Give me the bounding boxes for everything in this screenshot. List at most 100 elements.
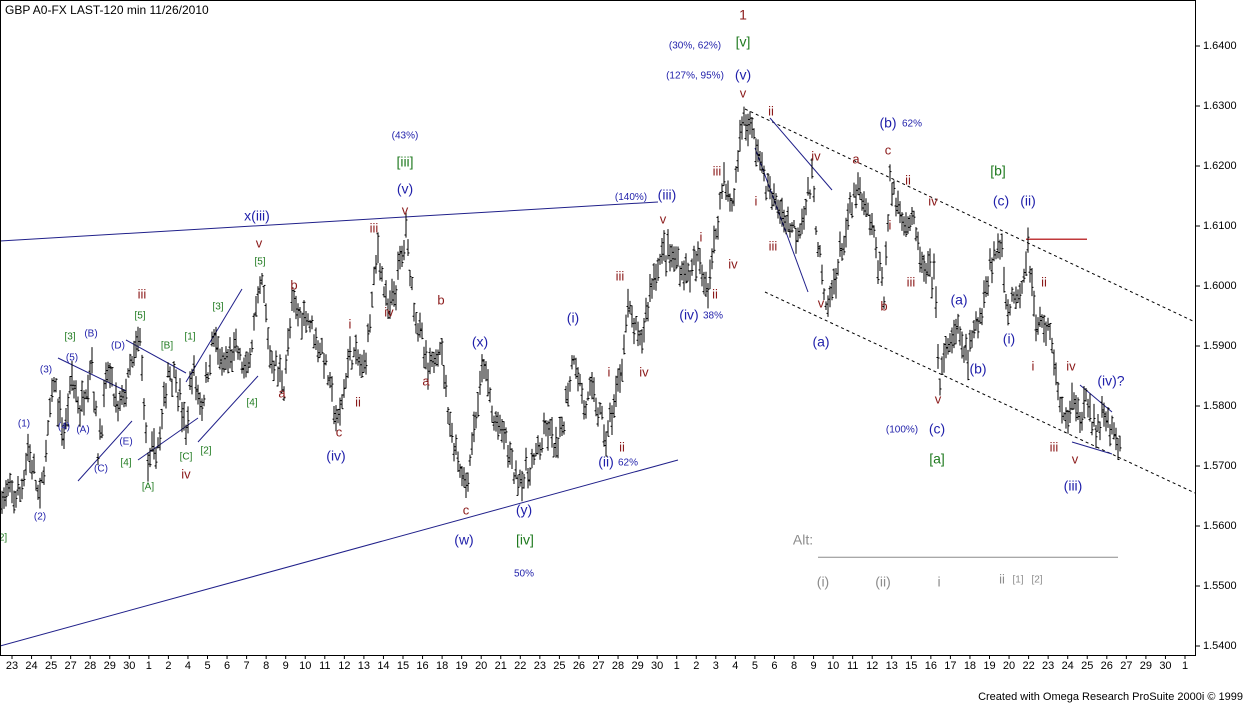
wave-label: (127%, 95%) (666, 71, 724, 82)
price-bar (648, 273, 652, 303)
price-bar (160, 408, 164, 430)
x-tick-label: 7 (244, 660, 250, 672)
price-bar (704, 271, 708, 297)
price-bar (362, 349, 366, 374)
price-bar (676, 246, 680, 267)
price-bar (360, 354, 364, 378)
price-bar (678, 265, 682, 287)
price-bar (734, 165, 738, 183)
price-bar (122, 389, 126, 408)
price-bar (12, 490, 16, 514)
price-bar (10, 479, 14, 504)
price-bar (472, 411, 476, 443)
price-bar (392, 281, 396, 307)
price-bar (830, 279, 834, 301)
price-bar (1030, 267, 1034, 297)
price-bar (948, 333, 952, 353)
price-bar (726, 180, 730, 202)
price-bar (878, 251, 882, 271)
price-bar (204, 362, 208, 383)
price-bar (96, 453, 100, 466)
price-bar (812, 185, 816, 203)
price-bar (454, 434, 458, 456)
price-bar (968, 329, 972, 352)
price-bar (780, 197, 784, 227)
wave-label: v (818, 295, 825, 310)
price-bar (2, 487, 6, 509)
x-tick-label: 14 (377, 660, 389, 672)
price-bar (430, 351, 434, 368)
price-bar (270, 350, 274, 374)
price-bar (706, 283, 710, 309)
price-bar (14, 490, 18, 508)
price-bar (350, 359, 354, 370)
price-bar (674, 246, 678, 270)
price-bar (444, 374, 448, 398)
price-bar (182, 401, 186, 431)
wave-label: [1] (184, 332, 195, 343)
wave-label: (ii) (1020, 193, 1036, 209)
price-bar (916, 231, 920, 251)
price-bar (52, 377, 56, 393)
wave-label: [v] (736, 34, 751, 50)
price-bar (332, 406, 336, 425)
price-bar (188, 371, 192, 390)
price-bar (290, 287, 294, 312)
price-bar (550, 416, 554, 448)
wave-label: (30%, 62%) (669, 41, 721, 52)
price-bar (872, 225, 876, 238)
price-bar (406, 239, 410, 257)
price-bar (298, 306, 302, 319)
wave-label: 1 (739, 7, 747, 23)
price-bar (442, 364, 446, 389)
price-bar (654, 263, 658, 291)
x-tick-label: 13 (358, 660, 370, 672)
wave-label: 50% (514, 569, 534, 580)
x-tick-label: 12 (338, 660, 350, 672)
price-bar (228, 337, 232, 369)
price-bar (514, 460, 518, 480)
price-bar (660, 238, 664, 264)
price-bar (436, 349, 440, 367)
x-tick-label: 1 (146, 660, 152, 672)
price-bar (578, 374, 582, 387)
price-bar (428, 347, 432, 375)
price-bar (274, 350, 278, 367)
price-bar (44, 439, 48, 462)
price-bar (208, 354, 212, 376)
x-tick-label: 27 (592, 660, 604, 672)
price-bar (518, 469, 522, 487)
price-bar (264, 303, 268, 323)
price-bar (168, 366, 172, 381)
price-bar (146, 452, 150, 482)
price-bar (164, 383, 168, 409)
x-tick-label: 11 (847, 660, 858, 672)
wave-label: ii (905, 172, 911, 187)
price-bar (990, 257, 994, 284)
price-bar (1092, 403, 1096, 427)
price-bar (732, 188, 736, 207)
price-bar (1000, 233, 1004, 258)
price-bar (792, 220, 796, 229)
price-bar (458, 463, 462, 478)
wave-label: c (336, 424, 343, 439)
price-bar (54, 378, 58, 393)
price-bar (610, 405, 614, 436)
price-bar (840, 243, 844, 261)
x-tick-label: 6 (771, 660, 777, 672)
price-bar (778, 200, 782, 224)
price-bar (802, 206, 806, 230)
price-bar (82, 390, 86, 416)
price-bar (1114, 427, 1118, 451)
price-bar (300, 312, 304, 340)
price-bar (950, 327, 954, 354)
price-bar (764, 185, 768, 201)
price-bar (818, 244, 822, 258)
x-tick-label: 12 (866, 660, 878, 672)
wave-label: (4) (58, 422, 70, 433)
price-bar (614, 375, 618, 408)
price-bar (714, 228, 718, 240)
x-tick-label: 25 (45, 660, 57, 672)
price-bar (942, 342, 946, 373)
price-bar (372, 266, 376, 286)
